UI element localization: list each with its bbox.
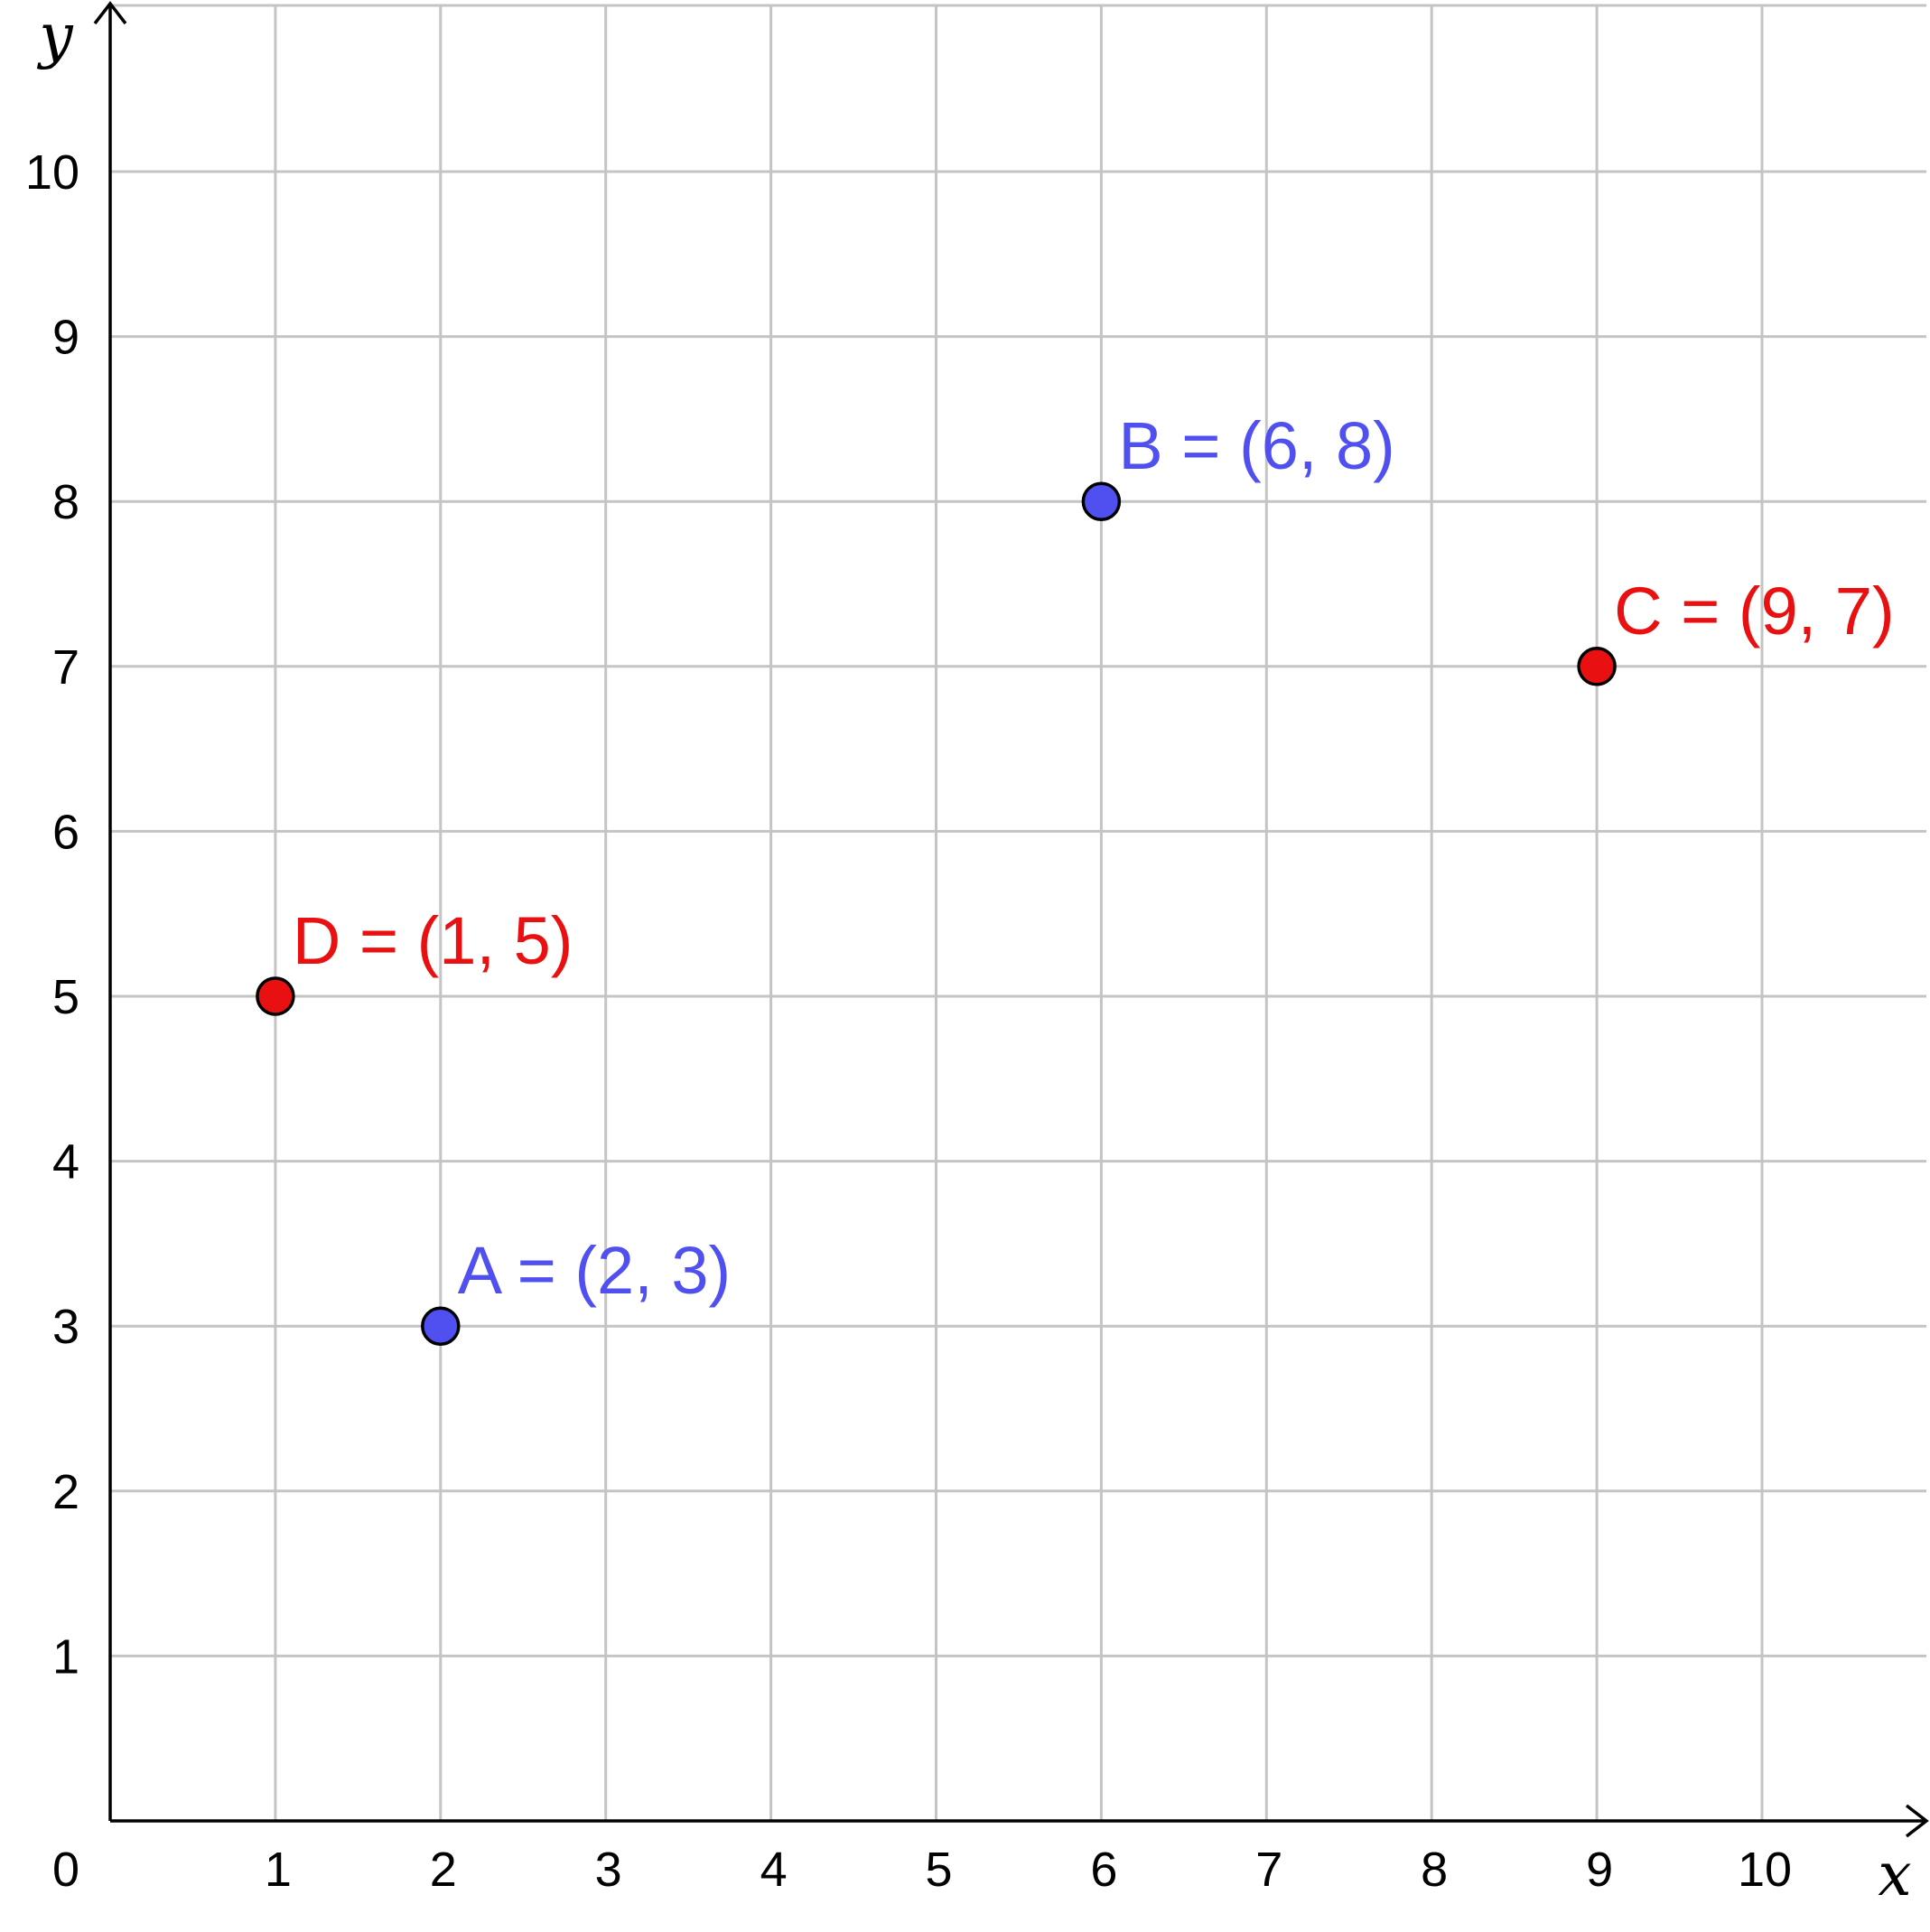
y-tick-label: 1: [52, 1629, 79, 1684]
origin-label: 0: [52, 1843, 79, 1897]
point-c: [1577, 647, 1617, 686]
x-tick-label: 2: [430, 1843, 457, 1897]
x-tick-label: 4: [760, 1843, 788, 1897]
y-tick-label: 8: [52, 475, 79, 529]
point-c-label: C = (9, 7): [1614, 574, 1895, 649]
x-axis-label: x: [1878, 1840, 1911, 1909]
x-tick-label: 9: [1586, 1843, 1613, 1897]
grid: [110, 4, 1926, 1821]
y-axis-arrowhead: [93, 1, 127, 25]
y-tick-label: 5: [52, 970, 79, 1024]
y-tick-label: 7: [52, 640, 79, 695]
data-points: A = (2, 3) B = (6, 8) C = (9, 7) D = (1, 5): [256, 408, 1895, 1346]
x-tick-label: 7: [1255, 1843, 1282, 1897]
y-tick-label: 4: [52, 1135, 79, 1190]
point-d-label: D = (1, 5): [293, 903, 573, 978]
point-a: [421, 1306, 461, 1346]
point-b-label: B = (6, 8): [1118, 408, 1394, 483]
y-tick-label: 9: [52, 311, 79, 365]
y-tick-label: 6: [52, 805, 79, 859]
y-tick-label: 3: [52, 1300, 79, 1354]
x-tick-label: 1: [265, 1843, 292, 1897]
x-tick-label: 3: [595, 1843, 622, 1897]
y-tick-label: 2: [52, 1465, 79, 1519]
point-a-label: A = (2, 3): [458, 1233, 731, 1308]
x-axis-arrowhead: [1905, 1804, 1929, 1838]
y-axis-label: y: [36, 1, 73, 70]
y-tick-label: 10: [25, 145, 79, 200]
x-tick-label: 6: [1090, 1843, 1117, 1897]
x-tick-label: 5: [925, 1843, 952, 1897]
x-tick-label: 8: [1421, 1843, 1448, 1897]
point-b: [1081, 481, 1122, 521]
point-d: [256, 976, 295, 1016]
tick-labels: 1 2 3 4 5 6 7 8 9 10 1 2 3 4 5 6 7 8 9 10: [25, 145, 1792, 1897]
axes: [93, 1, 1929, 1838]
x-tick-label: 10: [1738, 1843, 1792, 1897]
